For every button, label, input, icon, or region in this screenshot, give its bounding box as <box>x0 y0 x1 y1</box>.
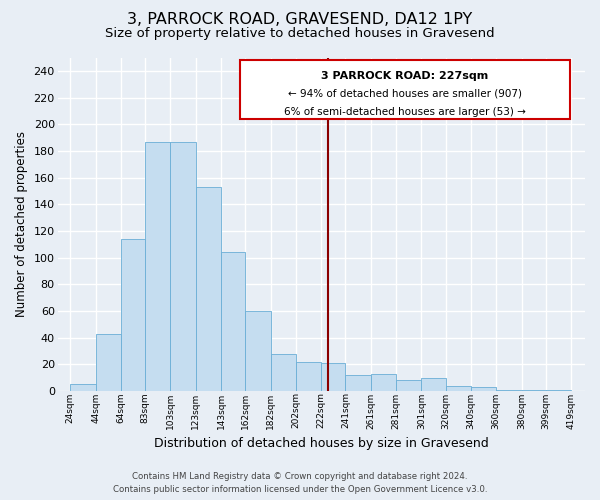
Text: ← 94% of detached houses are smaller (907): ← 94% of detached houses are smaller (90… <box>288 89 522 99</box>
Bar <box>271 354 296 391</box>
Text: Size of property relative to detached houses in Gravesend: Size of property relative to detached ho… <box>105 28 495 40</box>
Bar <box>446 386 471 391</box>
Bar <box>471 387 496 391</box>
Bar <box>521 390 545 391</box>
Bar <box>496 390 521 391</box>
Bar <box>145 142 170 391</box>
Y-axis label: Number of detached properties: Number of detached properties <box>15 131 28 317</box>
Bar <box>70 384 95 391</box>
Text: Contains HM Land Registry data © Crown copyright and database right 2024.
Contai: Contains HM Land Registry data © Crown c… <box>113 472 487 494</box>
Bar <box>240 60 570 119</box>
Bar <box>196 187 221 391</box>
Bar <box>346 375 371 391</box>
Bar <box>121 239 145 391</box>
Bar <box>371 374 396 391</box>
Text: 3 PARROCK ROAD: 227sqm: 3 PARROCK ROAD: 227sqm <box>322 71 488 81</box>
Bar <box>545 390 571 391</box>
Bar <box>170 142 196 391</box>
Bar <box>221 252 245 391</box>
Bar <box>421 378 446 391</box>
Bar <box>245 311 271 391</box>
Bar <box>396 380 421 391</box>
Bar <box>296 362 321 391</box>
Text: 6% of semi-detached houses are larger (53) →: 6% of semi-detached houses are larger (5… <box>284 107 526 117</box>
Bar <box>321 363 346 391</box>
Bar <box>95 334 121 391</box>
Text: 3, PARROCK ROAD, GRAVESEND, DA12 1PY: 3, PARROCK ROAD, GRAVESEND, DA12 1PY <box>127 12 473 28</box>
X-axis label: Distribution of detached houses by size in Gravesend: Distribution of detached houses by size … <box>154 437 488 450</box>
